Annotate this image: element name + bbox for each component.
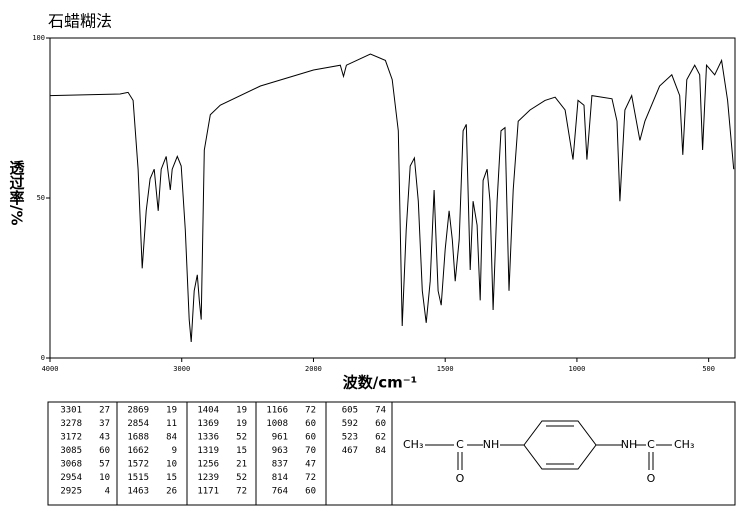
peak-wavenumber: 2925 — [60, 487, 82, 497]
peak-wavenumber: 1256 — [197, 460, 219, 470]
peak-transmittance: 9 — [172, 446, 177, 456]
peak-wavenumber: 1171 — [197, 487, 219, 497]
peak-wavenumber: 1336 — [197, 433, 219, 443]
peak-wavenumber: 1662 — [127, 446, 149, 456]
peak-transmittance: 19 — [166, 406, 177, 416]
peak-transmittance: 27 — [99, 406, 110, 416]
peak-wavenumber: 1369 — [197, 419, 219, 429]
x-tick-label: 2000 — [305, 365, 322, 373]
peak-wavenumber: 2854 — [127, 419, 149, 429]
benzene-ring — [523, 420, 597, 470]
y-tick-label: 100 — [32, 34, 45, 42]
y-axis-label: 透过率/% — [8, 160, 26, 226]
peak-transmittance: 84 — [375, 446, 386, 456]
peak-transmittance: 60 — [305, 419, 316, 429]
peak-transmittance: 72 — [305, 406, 316, 416]
peak-transmittance: 60 — [375, 419, 386, 429]
peak-transmittance: 52 — [236, 433, 247, 443]
peak-wavenumber: 605 — [342, 406, 358, 416]
peak-wavenumber: 1404 — [197, 406, 219, 416]
peak-wavenumber: 3301 — [60, 406, 82, 416]
peak-wavenumber: 814 — [272, 473, 288, 483]
structure-label: CH₃ — [403, 438, 423, 451]
peak-transmittance: 52 — [236, 473, 247, 483]
table-dividers — [116, 402, 393, 505]
structure-label: O — [456, 472, 465, 485]
x-axis-label: 波数/cm⁻¹ — [343, 374, 418, 392]
peak-wavenumber: 1515 — [127, 473, 149, 483]
x-tick-label: 500 — [702, 365, 715, 373]
peak-transmittance: 47 — [305, 460, 316, 470]
peak-wavenumber: 2954 — [60, 473, 82, 483]
peak-transmittance: 21 — [236, 460, 247, 470]
peak-wavenumber: 963 — [272, 446, 288, 456]
x-tick-label: 3000 — [173, 365, 190, 373]
structure-drawing — [425, 420, 672, 470]
peak-wavenumber: 1166 — [266, 406, 288, 416]
y-tick-label: 50 — [37, 194, 45, 202]
peak-transmittance: 37 — [99, 419, 110, 429]
x-tick-label: 1000 — [568, 365, 585, 373]
x-tick-label: 4000 — [42, 365, 59, 373]
structure-label: NH — [621, 438, 638, 451]
peak-transmittance: 60 — [305, 487, 316, 497]
peak-wavenumber: 467 — [342, 446, 358, 456]
peak-transmittance: 15 — [166, 473, 177, 483]
peak-transmittance: 60 — [305, 433, 316, 443]
peak-wavenumber: 837 — [272, 460, 288, 470]
peak-wavenumber: 3172 — [60, 433, 82, 443]
peak-wavenumber: 1572 — [127, 460, 149, 470]
peak-transmittance: 57 — [99, 460, 110, 470]
peak-transmittance: 72 — [236, 487, 247, 497]
structure-label: C — [647, 438, 655, 451]
peak-transmittance: 43 — [99, 433, 110, 443]
peak-transmittance: 4 — [105, 487, 110, 497]
peak-wavenumber: 1463 — [127, 487, 149, 497]
structure-label: C — [456, 438, 464, 451]
peak-wavenumber: 1319 — [197, 446, 219, 456]
structure-label: O — [647, 472, 656, 485]
peak-transmittance: 10 — [99, 473, 110, 483]
x-tick-label: 1500 — [437, 365, 454, 373]
peak-wavenumber: 1239 — [197, 473, 219, 483]
peak-transmittance: 72 — [305, 473, 316, 483]
peak-wavenumber: 523 — [342, 433, 358, 443]
peak-transmittance: 11 — [166, 419, 177, 429]
peak-wavenumber: 1688 — [127, 433, 149, 443]
peak-wavenumber: 592 — [342, 419, 358, 429]
spectrum-line — [49, 53, 735, 343]
peak-wavenumber: 3068 — [60, 460, 82, 470]
y-tick-label: 0 — [41, 354, 45, 362]
peak-transmittance: 15 — [236, 446, 247, 456]
peak-transmittance: 19 — [236, 406, 247, 416]
peak-transmittance: 19 — [236, 419, 247, 429]
peak-transmittance: 84 — [166, 433, 177, 443]
structure-label: CH₃ — [674, 438, 694, 451]
peak-transmittance: 70 — [305, 446, 316, 456]
peak-wavenumber: 1008 — [266, 419, 288, 429]
peak-wavenumber: 961 — [272, 433, 288, 443]
peak-wavenumber: 2869 — [127, 406, 149, 416]
peak-wavenumber: 764 — [272, 487, 288, 497]
peak-transmittance: 62 — [375, 433, 386, 443]
peak-transmittance: 60 — [99, 446, 110, 456]
structure-label: NH — [483, 438, 500, 451]
peak-transmittance: 74 — [375, 406, 386, 416]
peak-transmittance: 26 — [166, 487, 177, 497]
peak-wavenumber: 3085 — [60, 446, 82, 456]
chart-title: 石蜡糊法 — [48, 12, 112, 31]
peak-transmittance: 10 — [166, 460, 177, 470]
peak-wavenumber: 3278 — [60, 419, 82, 429]
